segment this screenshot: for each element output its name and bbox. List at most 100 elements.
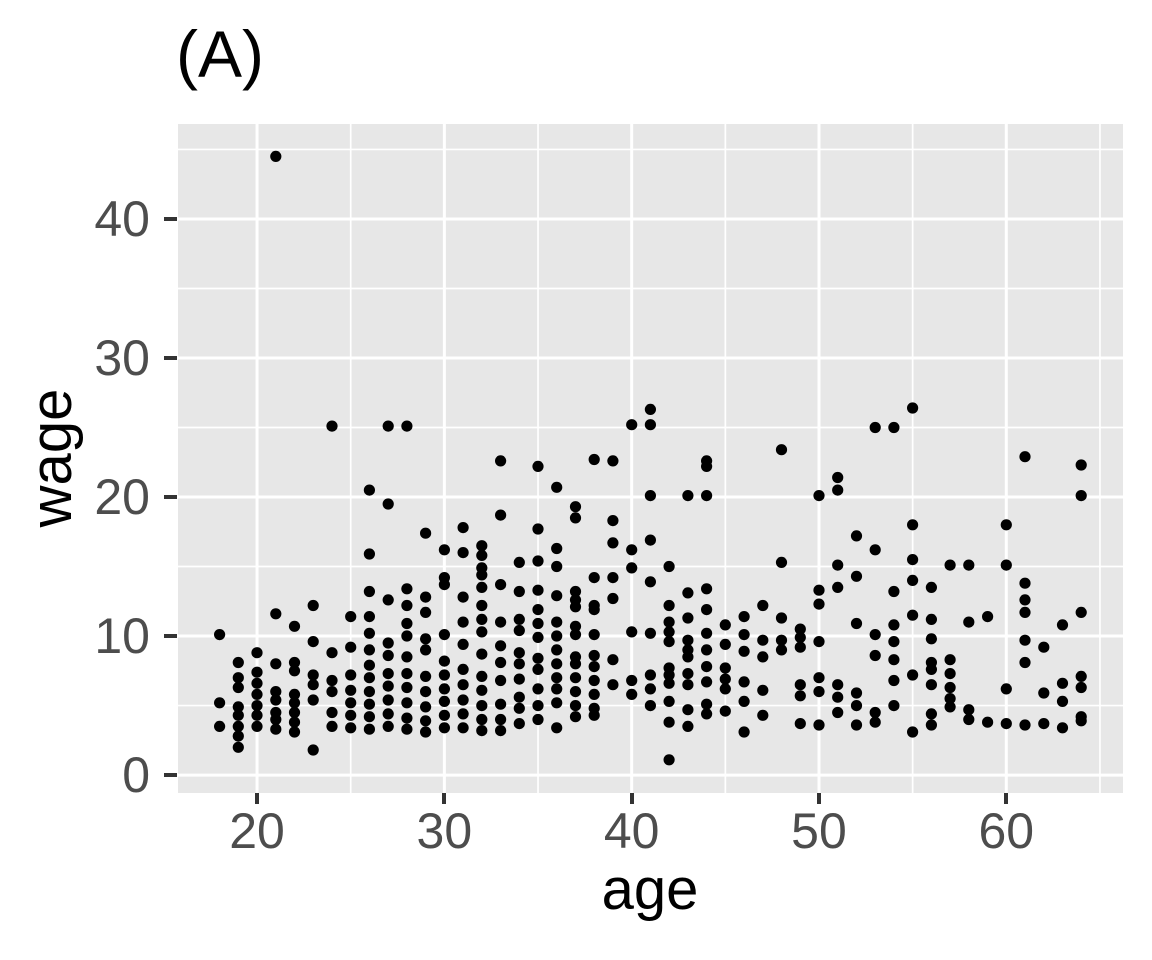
data-point	[214, 629, 226, 641]
plot-panel	[178, 124, 1123, 793]
data-point	[963, 559, 975, 571]
data-point	[382, 498, 394, 510]
data-point	[569, 711, 582, 723]
data-point	[607, 537, 619, 549]
data-point	[532, 683, 544, 695]
data-point	[682, 668, 694, 680]
data-point	[682, 490, 694, 502]
data-point	[232, 709, 244, 721]
data-point	[588, 674, 600, 687]
data-point	[420, 686, 432, 698]
data-point	[626, 674, 638, 687]
data-point	[644, 419, 656, 431]
data-point	[251, 688, 263, 701]
data-point	[888, 700, 900, 712]
x-tick-label: 50	[791, 803, 847, 859]
data-point	[270, 150, 282, 162]
data-point	[288, 665, 301, 677]
data-point	[775, 444, 788, 456]
data-point	[382, 720, 394, 733]
data-point	[569, 686, 582, 698]
data-point	[775, 644, 788, 656]
plot-title: (A)	[176, 17, 264, 91]
data-point	[850, 700, 863, 712]
data-point	[532, 604, 544, 616]
data-point	[401, 420, 413, 432]
data-point	[794, 690, 806, 702]
data-point	[775, 634, 788, 646]
data-point	[944, 693, 956, 705]
data-point	[251, 647, 263, 659]
data-point	[420, 606, 432, 618]
data-point	[832, 706, 844, 719]
data-point	[1019, 634, 1031, 646]
data-point	[1000, 519, 1012, 531]
data-point	[495, 455, 507, 467]
data-point	[363, 698, 375, 710]
data-point	[1056, 677, 1069, 689]
data-point	[401, 599, 413, 612]
data-point	[719, 683, 731, 695]
y-tick-mark	[164, 495, 177, 499]
data-point	[757, 599, 769, 612]
data-point	[757, 684, 769, 696]
data-point	[888, 636, 900, 648]
data-point	[701, 583, 713, 595]
data-point	[363, 659, 375, 671]
data-point	[626, 544, 638, 556]
data-point	[907, 726, 919, 738]
data-point	[532, 584, 544, 596]
data-point	[719, 619, 731, 631]
data-point	[288, 688, 301, 701]
data-point	[813, 490, 825, 502]
data-point	[644, 534, 656, 546]
data-point	[869, 649, 881, 662]
data-point	[626, 562, 638, 574]
data-point	[719, 638, 731, 651]
data-point	[757, 634, 769, 646]
data-point	[832, 679, 844, 691]
data-point	[944, 681, 956, 694]
data-point	[794, 679, 806, 691]
data-point	[907, 574, 919, 586]
x-tick-label: 40	[603, 803, 660, 859]
data-point	[251, 709, 263, 721]
data-point	[588, 661, 600, 673]
data-point	[701, 490, 713, 502]
x-tick-mark	[816, 793, 821, 804]
data-point	[457, 663, 469, 676]
data-point	[1075, 459, 1087, 471]
data-point	[963, 616, 975, 628]
data-point	[401, 697, 413, 709]
data-point	[288, 706, 301, 719]
data-point	[476, 648, 488, 660]
data-point	[326, 674, 338, 687]
data-point	[663, 636, 675, 648]
data-point	[588, 572, 600, 584]
data-point	[551, 616, 563, 628]
data-point	[420, 701, 432, 713]
data-point	[813, 598, 825, 610]
data-point	[307, 599, 319, 612]
data-point	[626, 419, 638, 431]
data-point	[551, 722, 563, 734]
data-point	[1075, 715, 1087, 727]
data-point	[644, 700, 656, 712]
data-point	[569, 658, 582, 670]
data-point	[888, 674, 900, 687]
data-point	[907, 609, 919, 621]
data-point	[307, 679, 319, 691]
y-tick-mark	[164, 216, 177, 221]
data-point	[551, 630, 563, 642]
data-point	[588, 453, 600, 466]
data-point	[420, 591, 432, 603]
data-point	[438, 683, 450, 695]
data-point	[532, 652, 544, 664]
data-point	[925, 719, 938, 731]
x-tick-mark	[1004, 793, 1009, 804]
data-point	[701, 460, 713, 472]
data-point	[363, 644, 375, 656]
x-tick-label: 20	[229, 803, 285, 859]
data-point	[1019, 594, 1031, 606]
